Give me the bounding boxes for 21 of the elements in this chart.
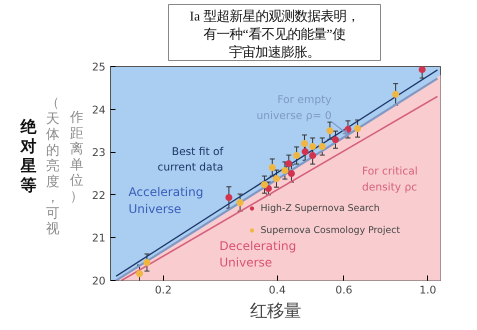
- series-label: For critical density ρc: [362, 164, 418, 194]
- legend-label: High-Z Supernova Search: [260, 202, 380, 214]
- y-tick-label: 20: [92, 274, 106, 288]
- legend-label: Supernova Cosmology Project: [260, 224, 400, 236]
- text: （天体的亮度，可视: [46, 95, 59, 236]
- x-tick-label: 0.4: [268, 284, 286, 296]
- series-label: Decelerating Universe: [219, 238, 296, 270]
- x-tick-label: 0.6: [335, 284, 353, 296]
- annotation: Accelerating Universe: [128, 185, 204, 216]
- x-tick-label: 0.2: [154, 284, 172, 296]
- y-axis-title: 绝对星等: [20, 118, 38, 195]
- y-tick-label: 25: [92, 60, 106, 74]
- y-tick-label: 23: [92, 146, 106, 160]
- y-tick-label: 24: [92, 103, 106, 116]
- text: 作距离单位）: [69, 110, 83, 204]
- text: Ia 型超新星的观测数据表明，有一种“看不见的能量”使宇宙加速膨胀。: [190, 8, 360, 60]
- x-axis-title: 红移量: [250, 302, 301, 322]
- text: Best fit of current data: [157, 144, 224, 174]
- y-tick-label: 22: [92, 188, 106, 202]
- x-tick-label: 1.0: [419, 284, 437, 296]
- y-tick-label: 21: [92, 232, 106, 245]
